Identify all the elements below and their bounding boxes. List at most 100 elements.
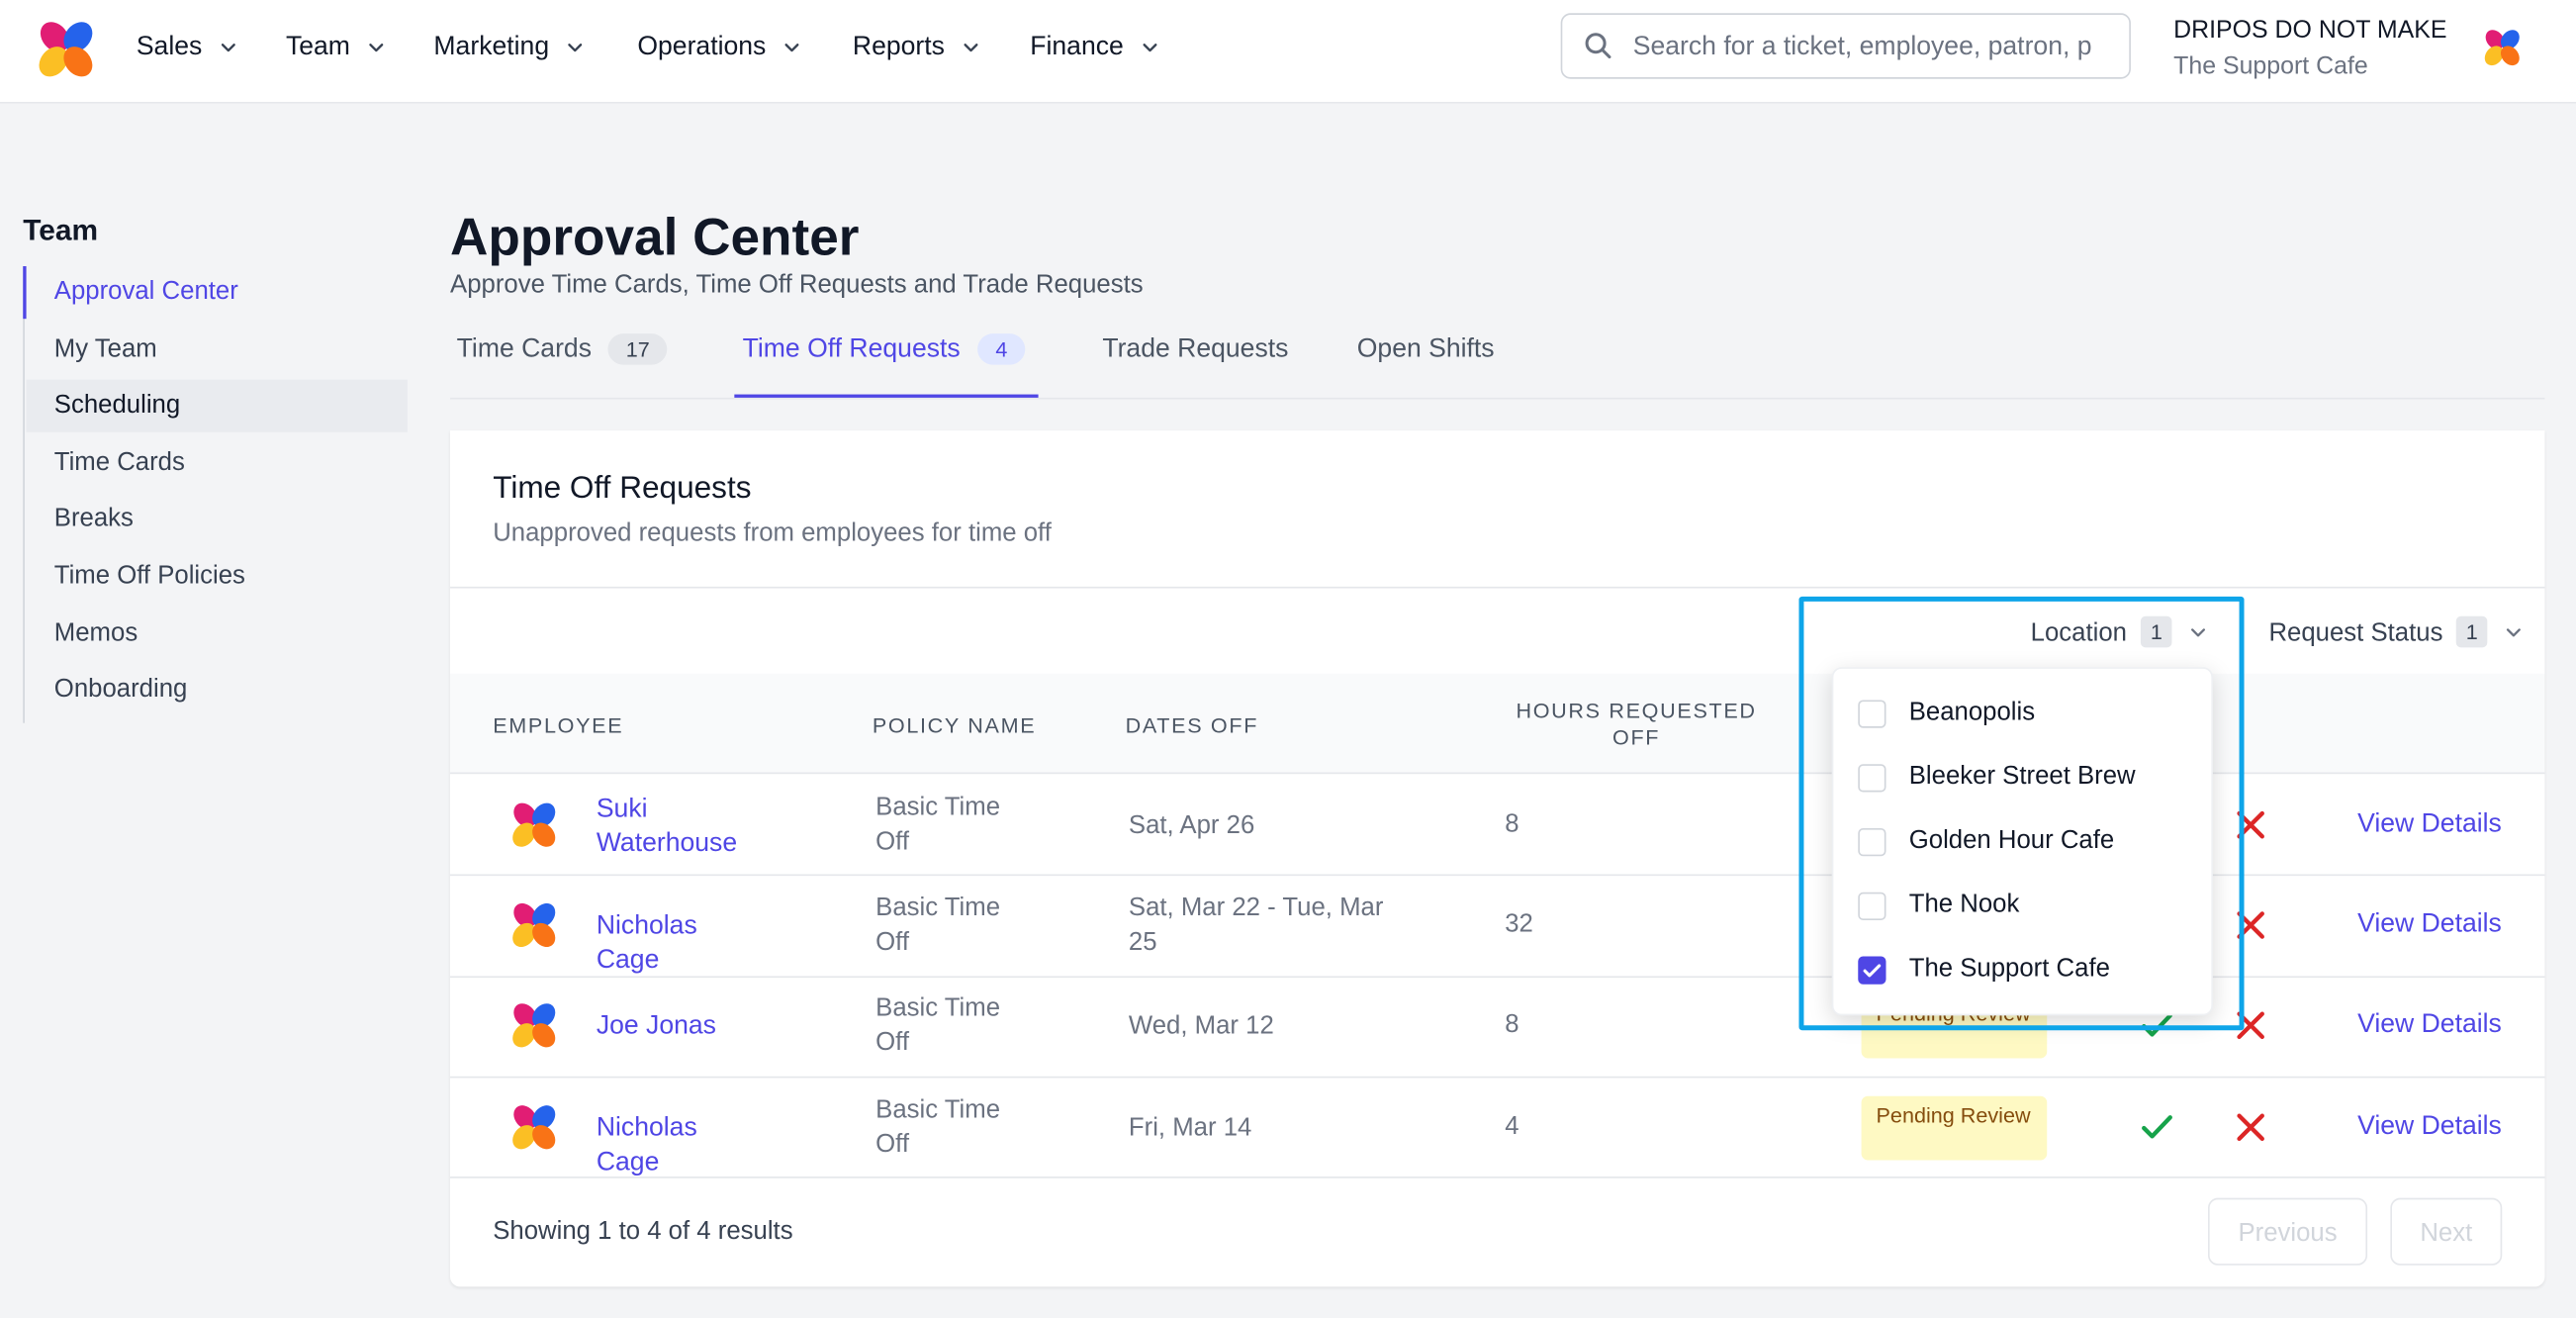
top-bar — [0, 0, 2576, 104]
previous-button[interactable]: Previous — [2207, 1197, 2368, 1266]
highlight-frame — [1798, 596, 2245, 1031]
checkbox[interactable] — [1858, 764, 1886, 793]
dates-off: Wed, Mar 12 — [1128, 1012, 1274, 1041]
chevron — [784, 44, 799, 52]
approve-icon[interactable] — [2138, 1106, 2177, 1146]
avatar — [512, 801, 556, 847]
sidebar-item[interactable]: Scheduling — [53, 391, 181, 420]
previous-label: Previous — [2238, 1219, 2338, 1248]
search-box[interactable] — [1560, 13, 2131, 79]
sidebar-item[interactable]: Breaks — [53, 505, 134, 533]
avatar — [512, 902, 556, 947]
nav-item[interactable]: Sales — [136, 33, 203, 61]
employee-name[interactable]: Nicholas Cage — [596, 911, 697, 975]
dates-off: Fri, Mar 14 — [1128, 1113, 1252, 1142]
card-rule — [450, 586, 2545, 589]
sidebar-item[interactable]: Approval Center — [53, 277, 238, 306]
tab-count: 4 — [977, 333, 1026, 365]
chevron — [369, 44, 384, 52]
employee-name[interactable]: Suki Waterhouse — [596, 795, 738, 858]
account-logo — [2484, 30, 2520, 66]
tab[interactable]: Time Off Requests — [742, 334, 961, 364]
avatar — [512, 1104, 556, 1149]
hours: 4 — [1505, 1111, 1519, 1140]
sidebar-active-bar — [23, 266, 27, 320]
sidebar-highlight — [26, 379, 408, 433]
location-option[interactable]: Golden Hour Cafe — [1908, 826, 2115, 855]
page-title: Approval Center — [450, 207, 860, 267]
row-divider — [450, 874, 2545, 877]
page-subtitle: Approve Time Cards, Time Off Requests an… — [450, 271, 1144, 300]
sidebar-item[interactable]: Time Off Policies — [53, 561, 245, 591]
filter[interactable]: Location — [2030, 619, 2127, 648]
tabs-rule — [450, 397, 2545, 400]
nav-item[interactable]: Team — [285, 33, 350, 61]
location-option[interactable]: The Nook — [1908, 891, 2020, 919]
sidebar-title: Team — [23, 213, 99, 247]
tab-underline — [734, 394, 1039, 398]
chevron — [2506, 628, 2521, 637]
chevron — [2191, 628, 2206, 637]
employee-name[interactable]: Joe Jonas — [596, 1012, 716, 1041]
nav-item[interactable]: Finance — [1030, 33, 1124, 61]
employee-name[interactable]: Nicholas Cage — [596, 1113, 697, 1177]
row-divider — [450, 975, 2545, 978]
location-option[interactable]: Beanopolis — [1908, 698, 2036, 727]
sidebar-item[interactable]: Time Cards — [53, 448, 185, 477]
table-bottom — [450, 1177, 2545, 1178]
account-name: DRIPOS DO NOT MAKE — [2173, 16, 2447, 45]
location-option[interactable]: The Support Cafe — [1908, 954, 2110, 984]
location-option[interactable]: Bleeker Street Brew — [1908, 762, 2136, 791]
checkbox[interactable] — [1858, 827, 1886, 857]
policy-name: Basic Time Off — [875, 994, 1001, 1058]
tab[interactable]: Trade Requests — [1102, 334, 1289, 364]
column-header: EMPLOYEE — [493, 712, 624, 738]
view-details[interactable]: View Details — [2357, 909, 2502, 939]
chevron — [1143, 44, 1157, 52]
hours: 32 — [1505, 909, 1533, 939]
logo — [39, 22, 93, 77]
search-placeholder: Search for a ticket, employee, patron, p — [1632, 33, 2092, 61]
dropdown-panel — [1831, 667, 2213, 1016]
dates-off: Sat, Mar 22 - Tue, Mar 25 — [1128, 894, 1384, 957]
tab-count: 17 — [607, 333, 669, 365]
checkbox[interactable] — [1858, 892, 1886, 920]
search-icon — [1585, 33, 1611, 59]
view-details[interactable]: View Details — [2357, 1010, 2502, 1039]
tab[interactable]: Time Cards — [456, 334, 593, 364]
avatar — [512, 1003, 556, 1048]
policy-name: Basic Time Off — [875, 894, 1001, 957]
card-subtitle: Unapproved requests from employees for t… — [493, 518, 1052, 548]
hours: 8 — [1505, 1010, 1519, 1039]
hours: 8 — [1505, 809, 1519, 838]
checkbox[interactable] — [1858, 956, 1886, 985]
tab[interactable]: Open Shifts — [1356, 334, 1495, 364]
sidebar-item[interactable]: Memos — [53, 618, 138, 647]
filter-count: 1 — [2455, 615, 2488, 648]
policy-name: Basic Time Off — [875, 793, 1001, 856]
account-location: The Support Cafe — [2173, 52, 2368, 81]
chevron — [568, 44, 583, 52]
checkmark — [1863, 964, 1882, 978]
view-details[interactable]: View Details — [2357, 1111, 2502, 1140]
view-details[interactable]: View Details — [2357, 809, 2502, 838]
results-summary: Showing 1 to 4 of 4 results — [493, 1217, 793, 1246]
sidebar-item[interactable]: My Team — [53, 334, 157, 363]
sidebar-rule — [23, 266, 25, 723]
column-header: DATES OFF — [1125, 712, 1259, 738]
checkbox[interactable] — [1858, 700, 1886, 728]
filter[interactable]: Request Status — [2268, 619, 2443, 648]
nav-item[interactable]: Reports — [852, 33, 945, 61]
row-divider — [450, 1076, 2545, 1079]
column-header: POLICY NAME — [872, 712, 1037, 738]
dates-off: Sat, Apr 26 — [1128, 810, 1255, 839]
deny-icon[interactable] — [2231, 1106, 2270, 1146]
nav-item[interactable]: Operations — [637, 33, 767, 61]
next-label: Next — [2420, 1219, 2473, 1248]
nav-item[interactable]: Marketing — [433, 33, 550, 61]
sidebar-item[interactable]: Onboarding — [53, 675, 188, 705]
chevron — [964, 44, 978, 52]
chevron — [221, 44, 235, 52]
next-button[interactable]: Next — [2390, 1197, 2503, 1266]
